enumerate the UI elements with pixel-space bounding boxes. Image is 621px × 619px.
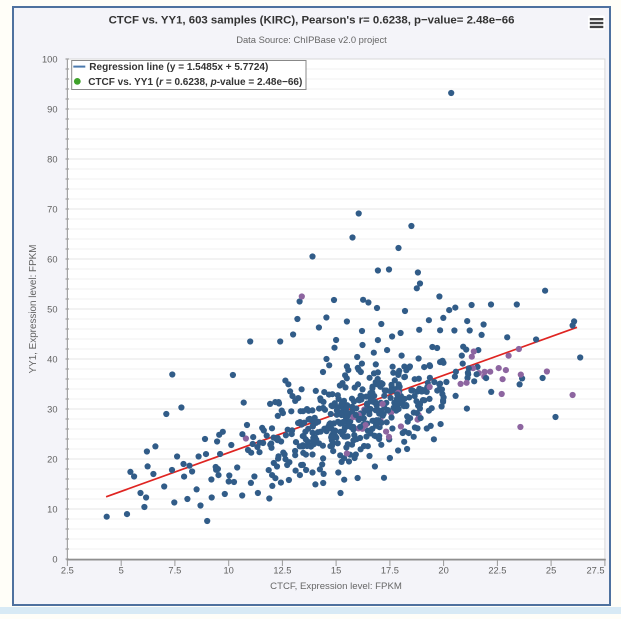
svg-text:90: 90: [47, 104, 57, 114]
svg-text:70: 70: [47, 204, 57, 214]
svg-text:CTCF vs. YY1, 603 samples (KIR: CTCF vs. YY1, 603 samples (KIRC), Pearso…: [109, 15, 515, 27]
svg-text:Data Source: ChIPBase v2.0 pro: Data Source: ChIPBase v2.0 project: [236, 34, 387, 45]
svg-text:30: 30: [47, 404, 57, 414]
svg-text:60: 60: [47, 254, 57, 264]
svg-text:CTCF, Expression level: FPKM: CTCF, Expression level: FPKM: [270, 581, 402, 592]
svg-text:12.5: 12.5: [273, 566, 291, 576]
svg-text:7.5: 7.5: [168, 566, 181, 576]
svg-text:15: 15: [331, 566, 341, 576]
svg-text:100: 100: [42, 54, 58, 64]
svg-text:2.5: 2.5: [61, 566, 74, 576]
svg-text:20: 20: [438, 566, 448, 576]
svg-text:25: 25: [546, 566, 556, 576]
svg-text:0: 0: [52, 554, 57, 564]
svg-text:10: 10: [224, 566, 234, 576]
svg-text:Regression line (y = 1.5485x +: Regression line (y = 1.5485x + 5.7724): [89, 62, 268, 73]
svg-text:17.5: 17.5: [381, 566, 399, 576]
svg-text:40: 40: [47, 354, 57, 364]
svg-text:27.5: 27.5: [586, 566, 604, 576]
svg-text:YY1, Expression level: FPKM: YY1, Expression level: FPKM: [28, 245, 39, 374]
svg-text:50: 50: [47, 304, 57, 314]
svg-text:22.5: 22.5: [488, 566, 506, 576]
svg-text:80: 80: [47, 154, 57, 164]
svg-text:CTCF vs. YY1 (r = 0.6238, p-va: CTCF vs. YY1 (r = 0.6238, p-value = 2.48…: [88, 77, 302, 88]
svg-text:5: 5: [119, 566, 124, 576]
svg-text:10: 10: [47, 504, 57, 514]
svg-text:20: 20: [47, 454, 57, 464]
